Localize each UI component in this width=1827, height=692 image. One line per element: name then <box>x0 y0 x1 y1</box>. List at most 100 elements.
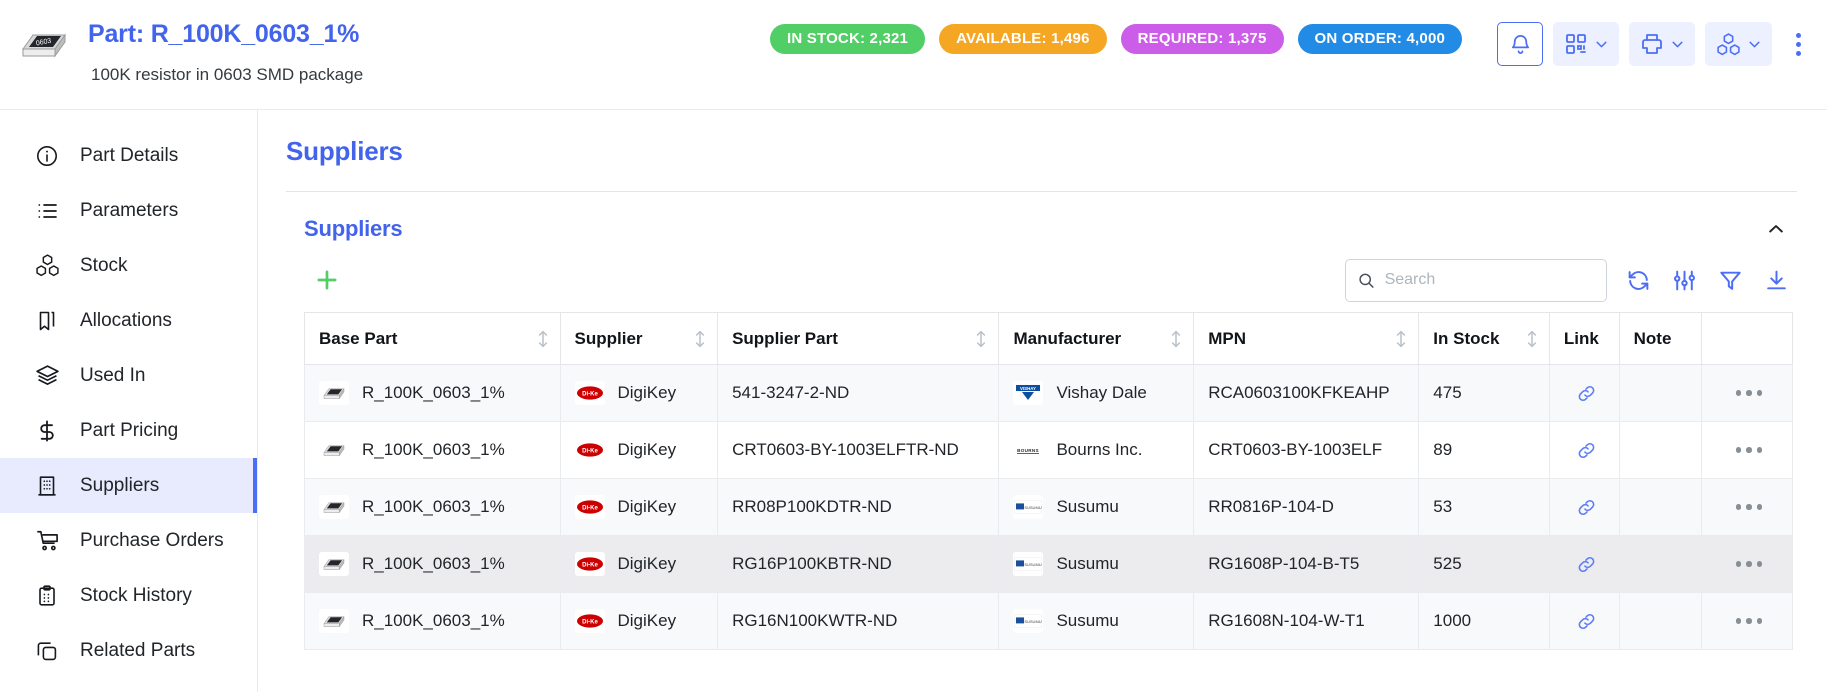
cell-link[interactable] <box>1548 535 1620 593</box>
sidebar-item-label: Related Parts <box>80 639 196 661</box>
download-button[interactable] <box>1761 265 1791 295</box>
susumu-logo-icon: SUSUMU <box>1013 609 1044 633</box>
filter-button[interactable] <box>1715 265 1745 295</box>
collapse-panel-button[interactable] <box>1761 214 1791 244</box>
refresh-button[interactable] <box>1623 265 1653 295</box>
column-header-base-part[interactable]: Base Part <box>304 312 561 365</box>
cell-link[interactable] <box>1548 364 1620 422</box>
sidebar-item-related-parts[interactable]: Related Parts <box>0 623 257 678</box>
dollar-icon <box>34 418 60 444</box>
table-row[interactable]: R_100K_0603_1% Di-Ke DigiKey RG16P100KBT… <box>304 535 1794 593</box>
cubes-icon <box>1717 32 1740 55</box>
external-link-button[interactable] <box>1564 440 1609 461</box>
vishay-logo-icon: VISHAY <box>1013 381 1044 405</box>
kebab-menu-icon <box>1735 561 1742 567</box>
kebab-menu-icon <box>1746 390 1752 396</box>
kebab-menu-icon <box>1735 618 1742 624</box>
sidebar-item-label: Used In <box>80 364 146 386</box>
sidebar-nav: Part Details Parameters Stock <box>0 110 258 692</box>
row-actions-button[interactable] <box>1716 561 1782 567</box>
page-header: 0603 Part: R_100K_0603_1% 100K resistor … <box>0 0 1827 110</box>
cell-link[interactable] <box>1548 478 1620 536</box>
cell-row-actions[interactable] <box>1700 364 1794 422</box>
cell-supplier: Di-Ke DigiKey <box>559 592 719 650</box>
chevron-down-icon <box>1749 41 1760 47</box>
sidebar-item-purchase-orders[interactable]: Purchase Orders <box>0 513 257 568</box>
table-row[interactable]: R_100K_0603_1% Di-Ke DigiKey CRT0603-BY-… <box>304 421 1794 479</box>
stock-actions-button[interactable] <box>1705 22 1772 66</box>
column-header-mpn[interactable]: MPN <box>1193 312 1420 365</box>
barcode-actions-button[interactable] <box>1553 22 1619 66</box>
cell-row-actions[interactable] <box>1700 421 1794 479</box>
resistor-0603-icon <box>319 438 349 462</box>
cell-link[interactable] <box>1548 592 1620 650</box>
external-link-button[interactable] <box>1564 497 1609 518</box>
sidebar-item-used-in[interactable]: Used In <box>0 348 257 403</box>
row-actions-button[interactable] <box>1716 447 1782 453</box>
resistor-0603-icon <box>319 495 349 519</box>
row-actions-button[interactable] <box>1716 390 1782 396</box>
bookmark-icon <box>34 308 60 334</box>
print-actions-button[interactable] <box>1629 22 1695 66</box>
digikey-logo-icon: Di-Ke <box>574 609 605 633</box>
susumu-logo-icon: SUSUMU <box>1013 495 1044 519</box>
column-header-in-stock[interactable]: In Stock <box>1418 312 1550 365</box>
table-settings-button[interactable] <box>1669 265 1699 295</box>
svg-text:SUSUMU: SUSUMU <box>1025 505 1042 510</box>
notification-bell-button[interactable] <box>1497 22 1543 66</box>
cell-in-stock: 53 <box>1418 478 1550 536</box>
resistor-0603-icon <box>319 609 349 633</box>
cell-mpn: RG1608P-104-B-T5 <box>1193 535 1420 593</box>
cell-row-actions[interactable] <box>1700 535 1794 593</box>
sidebar-item-stock[interactable]: Stock <box>0 238 257 293</box>
row-actions-button[interactable] <box>1716 618 1782 624</box>
external-link-button[interactable] <box>1564 383 1609 404</box>
sidebar-item-part-details[interactable]: Part Details <box>0 128 257 183</box>
sidebar-item-parameters[interactable]: Parameters <box>0 183 257 238</box>
sidebar-item-part-pricing[interactable]: Part Pricing <box>0 403 257 458</box>
cell-in-stock: 525 <box>1418 535 1550 593</box>
part-thumbnail[interactable]: 0603 <box>16 22 72 66</box>
more-actions-button[interactable] <box>1785 22 1811 66</box>
cell-link[interactable] <box>1548 421 1620 479</box>
kebab-menu-icon <box>1756 504 1763 510</box>
column-header-manufacturer[interactable]: Manufacturer <box>998 312 1195 365</box>
kebab-menu-icon <box>1735 504 1742 510</box>
external-link-button[interactable] <box>1564 554 1609 575</box>
sidebar-item-stock-history[interactable]: Stock History <box>0 568 257 623</box>
cell-row-actions[interactable] <box>1700 592 1794 650</box>
column-label: Supplier Part <box>732 328 838 348</box>
cell-manufacturer: SUSUMU Susumu <box>998 535 1195 593</box>
cart-icon <box>34 528 60 554</box>
main-content: Suppliers Suppliers <box>258 110 1827 692</box>
cell-base-part: R_100K_0603_1% <box>304 478 561 536</box>
suppliers-table-wrap: Base Part Supplier Supplier Part <box>286 306 1797 650</box>
sidebar-item-suppliers[interactable]: Suppliers <box>0 458 257 513</box>
sidebar-item-allocations[interactable]: Allocations <box>0 293 257 348</box>
search-box[interactable] <box>1345 258 1607 302</box>
table-header-row: Base Part Supplier Supplier Part <box>304 312 1794 365</box>
cell-supplier-part: RR08P100KDTR-ND <box>717 478 1000 536</box>
search-icon <box>1359 273 1374 288</box>
cell-row-actions[interactable] <box>1700 478 1794 536</box>
external-link-button[interactable] <box>1564 611 1609 632</box>
column-header-supplier[interactable]: Supplier <box>559 312 719 365</box>
table-row[interactable]: R_100K_0603_1% Di-Ke DigiKey 541-3247-2-… <box>304 364 1794 422</box>
suppliers-card-header: Suppliers <box>286 192 1797 244</box>
status-badge-in-stock: IN STOCK: 2,321 <box>770 24 926 54</box>
kebab-menu-icon <box>1746 561 1752 567</box>
search-input[interactable] <box>1384 271 1595 289</box>
cubes-icon <box>34 253 60 279</box>
row-actions-button[interactable] <box>1716 504 1782 510</box>
link-icon <box>1578 556 1595 572</box>
table-row[interactable]: R_100K_0603_1% Di-Ke DigiKey RR08P100KDT… <box>304 478 1794 536</box>
column-header-note: Note <box>1618 312 1702 365</box>
kebab-menu-icon <box>1746 447 1752 453</box>
table-row[interactable]: R_100K_0603_1% Di-Ke DigiKey RG16N100KWT… <box>304 592 1794 650</box>
column-header-supplier-part[interactable]: Supplier Part <box>717 312 1000 365</box>
bourns-logo-icon: BOURNS <box>1013 438 1044 462</box>
status-badge-available: AVAILABLE: 1,496 <box>939 24 1107 54</box>
sidebar-item-label: Parameters <box>80 199 179 221</box>
resistor-0603-icon <box>319 552 349 576</box>
add-supplier-part-button[interactable] <box>310 263 344 297</box>
